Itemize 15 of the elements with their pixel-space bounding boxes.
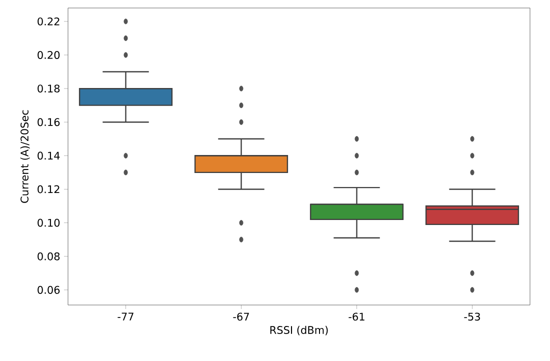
y-axis-title: Current (A)/20Sec <box>20 110 30 203</box>
y-tick-label: 0.18 <box>38 84 60 93</box>
y-tick-label: 0.12 <box>38 185 60 194</box>
x-tick-label: -53 <box>464 312 480 321</box>
x-tick-label: -77 <box>118 312 134 320</box>
y-tick-label: 0.20 <box>38 51 60 59</box>
y-tick-label: 0.08 <box>38 252 60 260</box>
y-tick-label: 0.22 <box>38 17 60 26</box>
x-tick-label: -61 <box>348 312 364 321</box>
y-tick-label: 0.14 <box>38 152 60 160</box>
x-tick-label: -67 <box>233 312 249 321</box>
y-tick-label: 0.10 <box>38 218 60 227</box>
x-axis-title: RSSI (dBm) <box>270 326 328 336</box>
y-tick-label: 0.06 <box>38 286 60 294</box>
y-tick-label: 0.16 <box>38 118 60 126</box>
